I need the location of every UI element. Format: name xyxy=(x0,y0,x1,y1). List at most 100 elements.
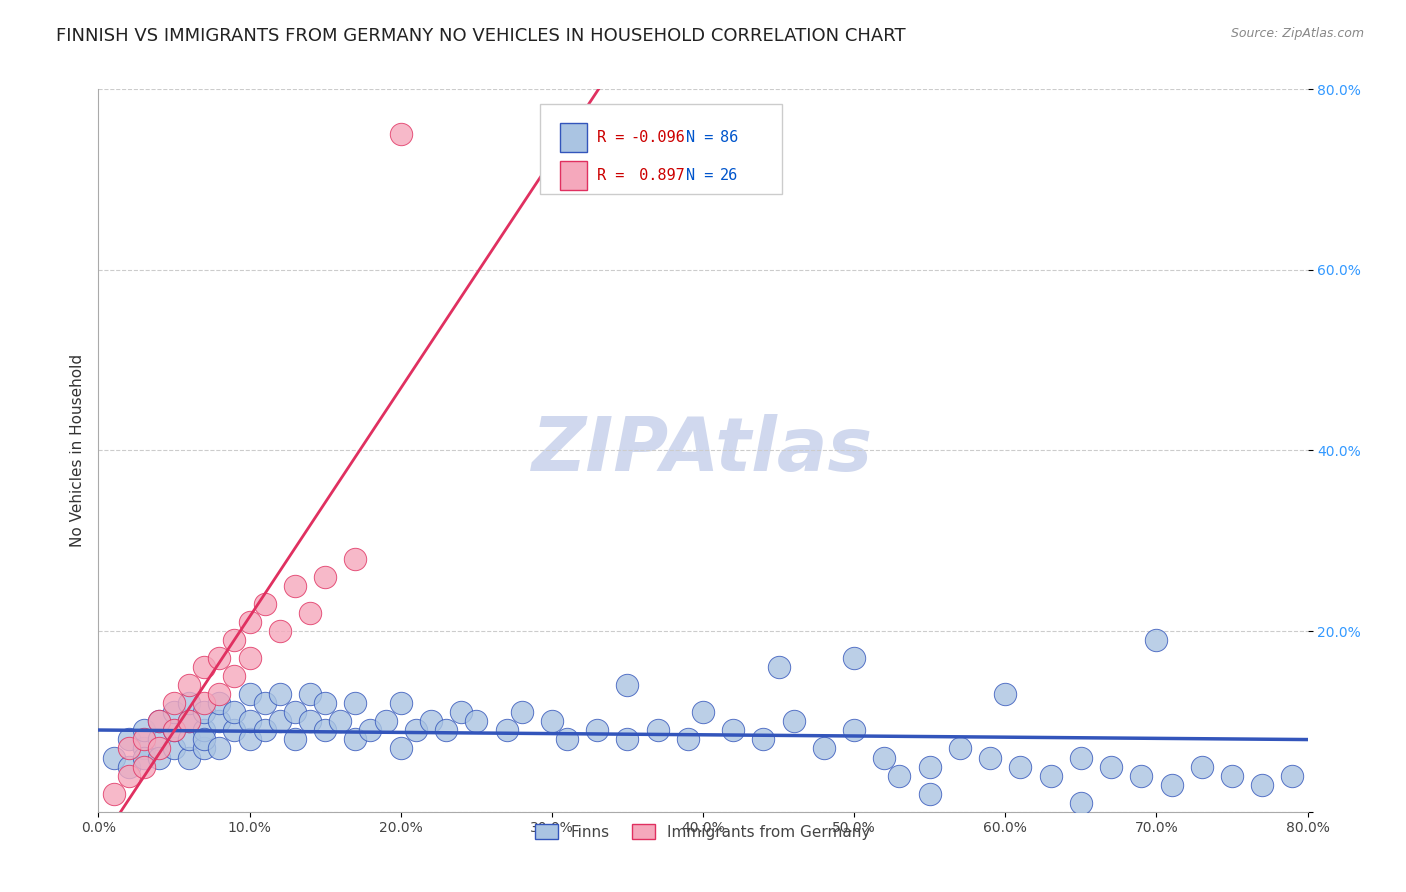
Point xyxy=(873,750,896,764)
Point xyxy=(148,750,170,764)
Text: ZIPAtlas: ZIPAtlas xyxy=(533,414,873,487)
Point xyxy=(269,714,291,729)
Point xyxy=(284,579,307,593)
Point xyxy=(193,706,215,720)
Point xyxy=(193,697,215,711)
Point xyxy=(979,750,1001,764)
Point xyxy=(844,651,866,665)
Point xyxy=(163,706,186,720)
Point xyxy=(179,697,201,711)
Point xyxy=(148,714,170,729)
Point xyxy=(299,606,322,620)
Point xyxy=(692,706,714,720)
Point xyxy=(434,723,457,738)
Text: R =: R = xyxy=(596,130,633,145)
Point xyxy=(1160,778,1182,792)
Point xyxy=(329,714,352,729)
Point xyxy=(193,660,215,674)
Text: 26: 26 xyxy=(720,168,738,183)
Point xyxy=(132,750,155,764)
Point xyxy=(132,741,155,756)
Point xyxy=(616,732,638,747)
Point xyxy=(344,697,367,711)
Bar xyxy=(561,161,586,190)
Point xyxy=(239,687,262,701)
Point xyxy=(239,651,262,665)
Point xyxy=(844,723,866,738)
Point xyxy=(269,687,291,701)
Point xyxy=(163,697,186,711)
Point xyxy=(118,769,141,783)
Point xyxy=(208,687,231,701)
Point xyxy=(118,759,141,773)
Point xyxy=(344,551,367,566)
Point xyxy=(1144,633,1167,648)
Point xyxy=(193,741,215,756)
Point xyxy=(1070,796,1092,810)
Point xyxy=(118,741,141,756)
Point xyxy=(540,714,562,729)
Point xyxy=(314,697,336,711)
Point xyxy=(510,706,533,720)
Point xyxy=(284,732,307,747)
Point xyxy=(253,597,276,611)
Point xyxy=(949,741,972,756)
Point xyxy=(132,723,155,738)
Point xyxy=(299,714,322,729)
Point xyxy=(389,697,412,711)
Point xyxy=(420,714,443,729)
Point xyxy=(889,769,911,783)
Point xyxy=(208,714,231,729)
Point xyxy=(284,706,307,720)
Point xyxy=(495,723,517,738)
Point xyxy=(616,678,638,692)
Point xyxy=(1070,750,1092,764)
Point xyxy=(148,741,170,756)
Point xyxy=(1099,759,1122,773)
Point xyxy=(450,706,472,720)
Point xyxy=(179,714,201,729)
Point xyxy=(465,714,488,729)
Point xyxy=(269,624,291,639)
Point xyxy=(132,759,155,773)
Point xyxy=(389,741,412,756)
Point xyxy=(994,687,1017,701)
Point xyxy=(360,723,382,738)
Point xyxy=(1130,769,1153,783)
Point xyxy=(208,697,231,711)
Point xyxy=(314,570,336,584)
Point xyxy=(813,741,835,756)
Point xyxy=(224,669,246,683)
Point xyxy=(193,732,215,747)
Text: 86: 86 xyxy=(720,130,738,145)
Point xyxy=(918,787,941,801)
Point xyxy=(208,741,231,756)
Point xyxy=(163,741,186,756)
Text: FINNISH VS IMMIGRANTS FROM GERMANY NO VEHICLES IN HOUSEHOLD CORRELATION CHART: FINNISH VS IMMIGRANTS FROM GERMANY NO VE… xyxy=(56,27,905,45)
Point xyxy=(1251,778,1274,792)
Point xyxy=(253,723,276,738)
Legend: Finns, Immigrants from Germany: Finns, Immigrants from Germany xyxy=(527,816,879,847)
Text: N =: N = xyxy=(686,130,723,145)
Point xyxy=(118,732,141,747)
Point xyxy=(299,687,322,701)
Point xyxy=(344,732,367,747)
Point xyxy=(918,759,941,773)
Point xyxy=(239,714,262,729)
Point xyxy=(224,723,246,738)
Point xyxy=(179,732,201,747)
Point xyxy=(389,128,412,142)
Point xyxy=(752,732,775,747)
Point xyxy=(224,706,246,720)
Point xyxy=(103,787,125,801)
Point xyxy=(239,615,262,629)
Text: 0.897: 0.897 xyxy=(630,168,685,183)
Point xyxy=(163,723,186,738)
Point xyxy=(179,714,201,729)
Point xyxy=(224,633,246,648)
Point xyxy=(314,723,336,738)
Point xyxy=(239,732,262,747)
Text: N =: N = xyxy=(686,168,723,183)
Point xyxy=(253,697,276,711)
Point xyxy=(179,678,201,692)
